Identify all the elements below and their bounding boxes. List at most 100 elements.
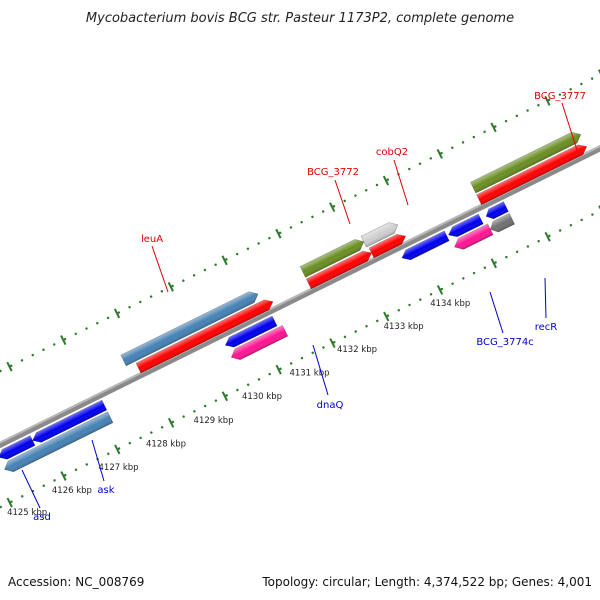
- outer-tick-dot: [494, 125, 497, 128]
- outer-tick-dot: [117, 311, 121, 314]
- outer-tick-dot: [483, 130, 486, 134]
- inner-tick-major-tick: [436, 284, 444, 295]
- inner-tick-dot: [128, 442, 132, 445]
- inner-tick-dot: [408, 303, 411, 307]
- inner-tick-major-tick: [490, 258, 497, 269]
- kbp-label: 4128 kbp: [146, 440, 186, 450]
- kbp-labels: 4125 kbp 4126 kbp 4127 kbp 4128 kbp 4129 kbp…: [7, 299, 470, 518]
- outer-tick-dot: [268, 236, 271, 240]
- cds-bcg-3775c-shine: [448, 214, 484, 237]
- cds-bcg-3776c-shine: [486, 201, 509, 219]
- outer-tick-dot: [192, 274, 196, 277]
- inner-tick-dot: [10, 500, 13, 503]
- outer-tick-dot: [375, 183, 379, 187]
- kbp-label: 4131 kbp: [289, 369, 329, 379]
- outer-tick-major-tick: [329, 202, 336, 213]
- outer-tick-dot: [20, 359, 24, 362]
- outer-tick-dot: [225, 258, 228, 261]
- inner-tick-dot: [548, 234, 551, 238]
- gene-asd-shine: [4, 411, 113, 472]
- inner-tick-dot: [322, 346, 325, 349]
- outer-tick-dot: [139, 300, 142, 304]
- inner-tick-major-tick: [60, 471, 67, 481]
- inner-tick-dot: [558, 229, 562, 232]
- leader-bcg-3772: [334, 179, 351, 225]
- outer-tick-major-tick: [221, 255, 228, 266]
- outer-tick-dot: [182, 279, 185, 282]
- gene-label-recr: recR: [535, 322, 558, 333]
- gene-cobq2-shine: [361, 222, 398, 248]
- gene-bcg-3772-shine: [300, 239, 364, 278]
- inner-tick-dot: [505, 255, 508, 259]
- outer-tick-ring: [0, 69, 600, 373]
- inner-tick-dot: [53, 479, 56, 482]
- outer-tick-dot: [53, 343, 56, 346]
- leader-leua: [151, 245, 169, 293]
- outer-tick-dot: [85, 327, 88, 330]
- kbp-label: 4130 kbp: [242, 392, 282, 402]
- outer-tick-dot: [42, 348, 45, 351]
- inner-tick-major-tick: [167, 417, 175, 428]
- backbone: [0, 73, 600, 522]
- inner-tick-dot: [268, 372, 271, 376]
- inner-tick-dot: [440, 287, 444, 291]
- outer-tick-dot: [63, 337, 67, 341]
- inner-tick-dot: [193, 410, 196, 413]
- leader-bcg-3774c: [489, 291, 504, 334]
- outer-tick-major-tick: [6, 361, 13, 372]
- kbp-label: 4126 kbp: [52, 486, 92, 496]
- outer-tick-major-tick: [60, 335, 67, 345]
- inner-tick-dot: [515, 250, 519, 254]
- kbp-label: 4129 kbp: [194, 416, 234, 426]
- outer-tick-dot: [580, 82, 583, 86]
- gene-dnaq-shine: [231, 325, 288, 360]
- outer-tick-dot: [365, 189, 368, 192]
- outer-tick-dot: [451, 146, 454, 149]
- cds-asd-shine: [0, 435, 36, 460]
- accession-text: Accession: NC_008769: [8, 575, 144, 589]
- outer-tick-dot: [149, 295, 153, 298]
- inner-tick-dot: [171, 420, 175, 424]
- outer-tick-dot: [289, 226, 293, 229]
- outer-tick-dot: [408, 167, 411, 171]
- gene-label-bcg-3774c: BCG_3774c: [476, 337, 533, 348]
- inner-tick-dot: [462, 277, 465, 280]
- outer-tick-dot: [332, 205, 336, 208]
- inner-tick-dot: [257, 378, 261, 381]
- outer-tick-dot: [203, 268, 207, 272]
- cds-bcg-3774c-shine: [401, 230, 450, 260]
- outer-tick-dot: [257, 242, 260, 245]
- kbp-label: 4132 kbp: [337, 345, 377, 355]
- outer-tick-dot: [429, 157, 432, 160]
- inner-tick-dot: [365, 325, 368, 328]
- inner-tick-major-tick: [221, 391, 228, 402]
- gene-label-bcg-3777: BCG_3777: [534, 91, 586, 102]
- leader-recr: [544, 277, 547, 319]
- outer-tick-major-tick: [544, 95, 551, 106]
- genome-stats-text: Topology: circular; Length: 4,374,522 bp…: [261, 575, 592, 589]
- inner-tick-dot: [203, 404, 207, 408]
- inner-tick-dot: [333, 340, 336, 344]
- inner-tick-major-tick: [275, 364, 282, 375]
- inner-tick-dot: [107, 452, 110, 456]
- outer-tick-dot: [246, 247, 250, 250]
- outer-tick-dot: [354, 194, 357, 197]
- cds-ask-shine: [32, 400, 107, 443]
- inner-tick-dot: [246, 383, 250, 386]
- inner-tick-dot: [397, 309, 400, 312]
- kbp-label: 4127 kbp: [99, 463, 139, 473]
- inner-tick-dot: [483, 266, 487, 269]
- leader-asd: [21, 469, 41, 509]
- outer-tick-major-tick: [436, 149, 443, 159]
- inner-tick-dot: [85, 463, 89, 466]
- inner-tick-major-tick: [6, 497, 13, 508]
- inner-tick-dot: [537, 239, 540, 243]
- outer-tick-dot: [418, 162, 422, 165]
- outer-tick-major-tick: [113, 308, 121, 319]
- gene-label-leua: leuA: [141, 234, 163, 245]
- cds-leua-shine: [136, 299, 273, 374]
- cds-cobq2-shine: [369, 234, 406, 258]
- outer-tick-dot: [343, 199, 346, 203]
- inner-tick-dot: [139, 436, 142, 440]
